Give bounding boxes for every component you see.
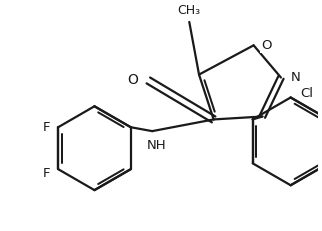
Text: CH₃: CH₃ bbox=[178, 4, 201, 17]
Text: Cl: Cl bbox=[300, 87, 313, 100]
Text: O: O bbox=[261, 39, 272, 52]
Text: F: F bbox=[43, 121, 50, 134]
Text: F: F bbox=[43, 167, 50, 179]
Text: NH: NH bbox=[146, 139, 166, 152]
Text: N: N bbox=[291, 71, 300, 84]
Text: O: O bbox=[128, 73, 138, 87]
